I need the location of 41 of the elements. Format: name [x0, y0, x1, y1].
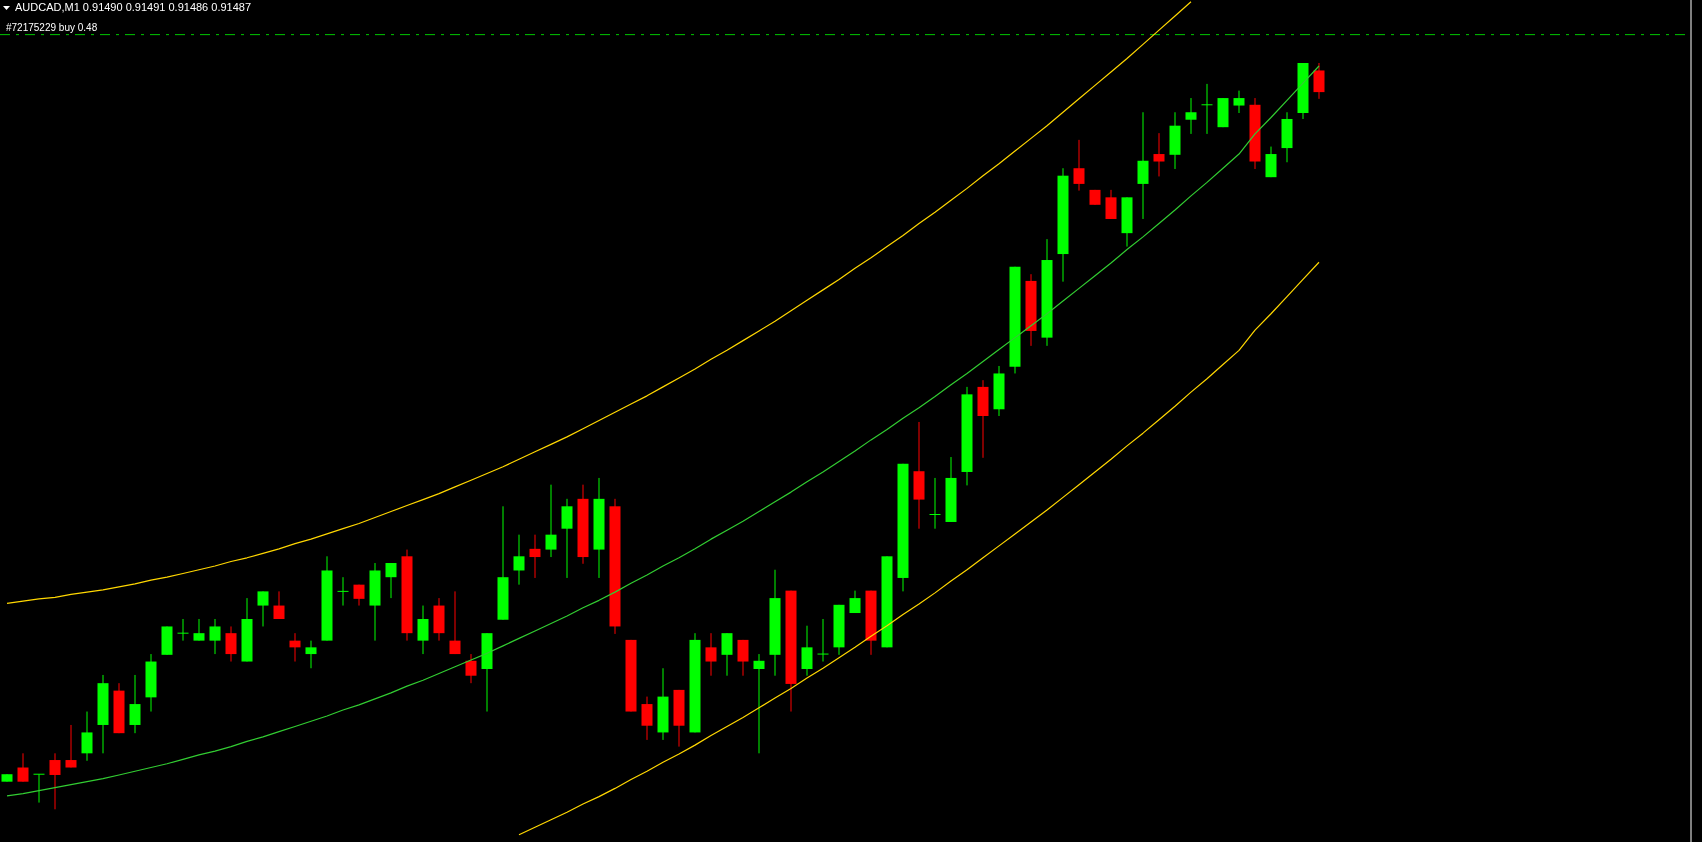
candlestick [1201, 83, 1213, 135]
candlestick [33, 773, 45, 804]
candlestick [1233, 90, 1245, 114]
candlestick [129, 674, 141, 734]
candlestick [737, 639, 749, 677]
candlestick [417, 605, 429, 655]
candlestick [1185, 97, 1197, 135]
candlestick [929, 477, 941, 530]
candlestick [513, 534, 525, 586]
candlestick [65, 724, 77, 769]
candlestick [257, 590, 269, 627]
candlestick [1265, 146, 1277, 178]
candlestick [1105, 189, 1117, 220]
candlestick [337, 576, 349, 607]
candlestick [705, 632, 717, 677]
candlestick [801, 625, 813, 677]
candlestick [1137, 111, 1149, 220]
candlestick [17, 752, 29, 783]
candlestick [545, 484, 557, 558]
candlestick [177, 618, 189, 642]
candlestick [305, 640, 317, 669]
candlestick [561, 498, 573, 579]
chart-title: AUDCAD,M1 0.91490 0.91491 0.91486 0.91487 [15, 1, 252, 13]
candlestick [529, 534, 541, 579]
candlestick [385, 562, 397, 599]
candlestick [1073, 139, 1085, 192]
candlestick [225, 625, 237, 663]
candlestick [273, 590, 285, 620]
candlestick [1313, 62, 1325, 100]
candlestick [49, 752, 61, 810]
candlestick [753, 653, 765, 754]
ref-line-label: #72175229 buy 0.48 [6, 21, 98, 33]
candlestick [81, 711, 93, 762]
candlestick [721, 632, 733, 677]
candlestick [1153, 132, 1165, 177]
candlestick [209, 618, 221, 655]
candlestick [449, 590, 461, 655]
candlestick [817, 618, 829, 663]
candlestick [193, 618, 205, 642]
candlestick [641, 696, 653, 741]
candlestick [465, 653, 477, 684]
